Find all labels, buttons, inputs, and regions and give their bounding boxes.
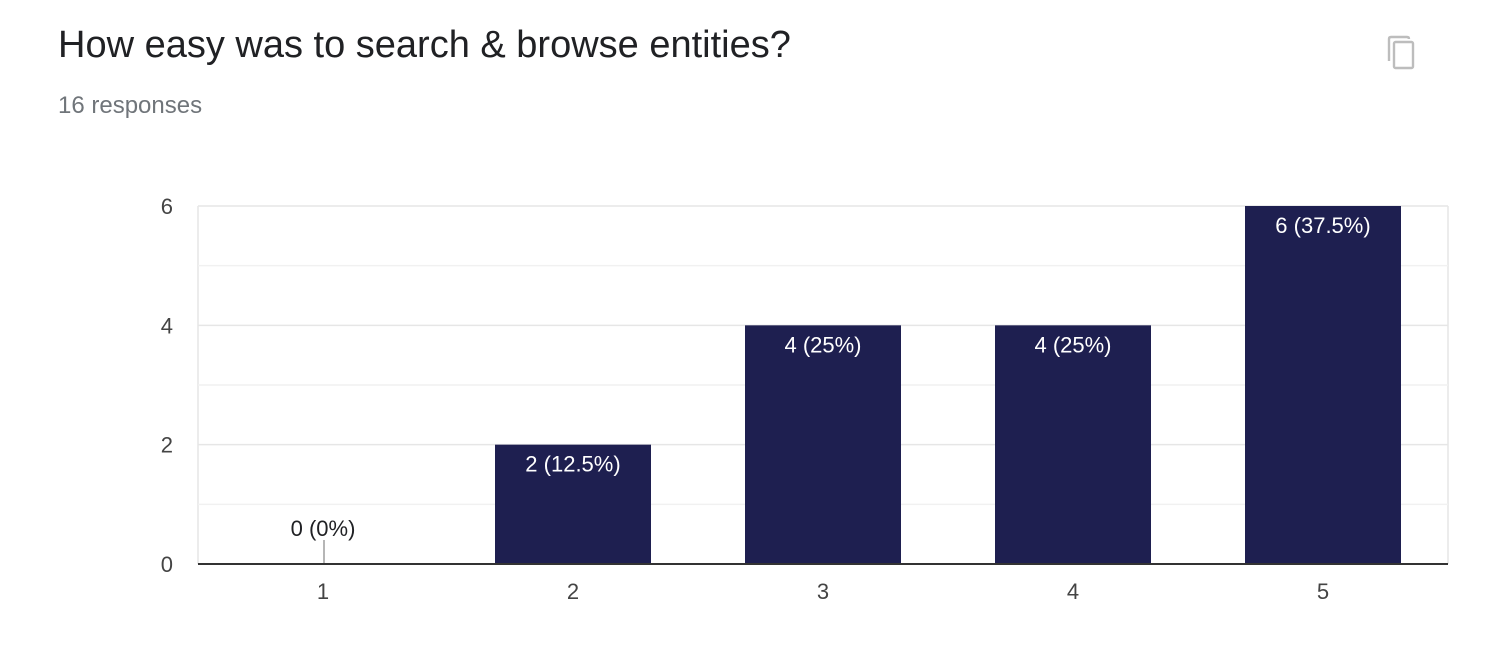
response-count: 16 responses [58,92,203,119]
bar-data-label: 0 (0%) [291,516,356,541]
bar-data-label: 6 (37.5%) [1275,213,1370,238]
x-tick-label: 3 [817,579,829,604]
bar [495,444,651,564]
y-tick-label: 2 [161,433,173,458]
copy-chart-button[interactable] [1376,28,1424,76]
x-tick-label: 2 [567,579,579,604]
y-tick-label: 4 [161,313,173,338]
y-tick-label: 0 [161,552,173,577]
x-tick-label: 1 [317,579,329,604]
bar [995,325,1151,564]
copy-icon [1387,35,1415,70]
bar [1245,206,1401,564]
bar-data-label: 2 (12.5%) [525,452,620,477]
bar-data-label: 4 (25%) [784,332,861,357]
y-tick-label: 6 [161,194,173,219]
x-tick-label: 5 [1317,579,1329,604]
question-title: How easy was to search & browse entities… [58,24,791,66]
x-tick-label: 4 [1067,579,1079,604]
bar [745,325,901,564]
bar-data-label: 4 (25%) [1034,332,1111,357]
